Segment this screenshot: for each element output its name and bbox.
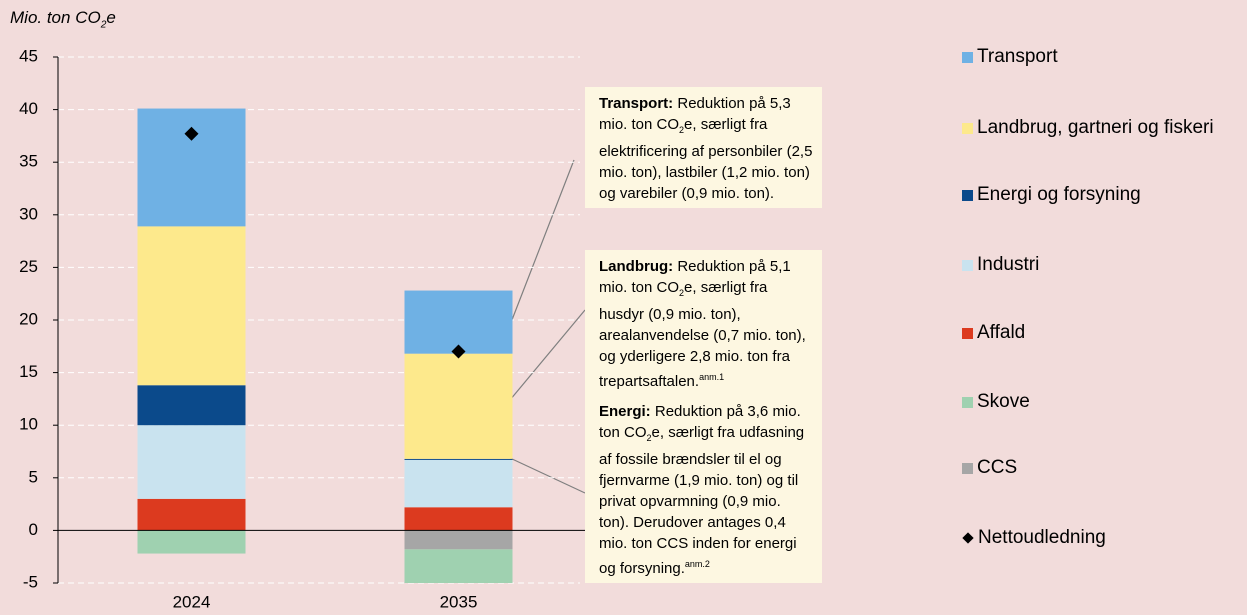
bar-segment [137,530,246,554]
y-tick-label: 20 [19,309,38,328]
legend-item: Landbrug, gartneri og fiskeri [962,116,1222,140]
y-tick-label: 15 [19,362,38,381]
legend-label: Nettoudledning [978,527,1106,548]
leader-line [509,457,586,494]
legend-item: Skove [962,390,1222,414]
subscript: 2 [646,433,652,443]
legend-label: CCS [977,457,1018,478]
y-tick-label: 45 [19,46,38,65]
subscript: 2 [100,19,107,31]
leader-line [509,159,575,326]
y-tick-label: 25 [19,257,38,276]
bar-segment [137,226,246,386]
legend-item: Nettoudledning [962,526,1222,550]
y-tick-label: 30 [19,204,38,223]
subscript: 2 [679,288,685,298]
superscript: anm.2 [684,559,710,569]
y-tick-label: 40 [19,99,38,118]
x-tick-label: 2035 [440,592,478,611]
legend-item: CCS [962,456,1222,480]
legend-label: Energi og forsyning [977,184,1141,205]
net-marker [451,344,466,359]
legend-item: Affald [962,321,1222,345]
bar-segment [404,290,513,354]
y-tick-label: 35 [19,152,38,171]
legend-swatch [962,190,973,201]
legend-swatch [962,52,973,63]
y-tick-label: 5 [29,467,38,486]
superscript: anm.1 [699,372,725,382]
annotation-title: Landbrug: [599,258,674,275]
annotation-box: Energi: Reduktion på 3,6 mio. ton CO2e, … [585,395,822,583]
legend-label: Industri [977,254,1040,275]
bar-segment [137,498,246,531]
text-run: e, særligt fra husdyr (0,9 mio. ton), ar… [599,279,806,390]
text-run: e, særligt fra elektrificering af person… [599,116,813,202]
annotation-box: Landbrug: Reduktion på 5,1 mio. ton CO2e… [585,250,822,396]
leader-line [509,309,586,401]
y-tick-label: 0 [29,520,38,539]
legend-label: Transport [977,46,1058,67]
y-tick-label: 10 [19,415,38,434]
legend-swatch [962,397,973,408]
text-run: e [106,8,116,27]
legend-label: Landbrug, gartneri og fiskeri [977,117,1214,138]
y-tick-label: -5 [23,572,38,591]
x-tick-label: 2024 [173,592,211,611]
annotation-title: Energi: [599,403,651,420]
y-axis-label: Mio. ton CO2e [10,8,116,30]
text-run: Reduktion på 3,6 mio. ton CO [599,403,801,441]
text-run: e, særligt fra udfasning af fossile bræn… [599,424,805,577]
bar-segment [404,549,513,583]
text-run: Reduktion på 5,1 mio. ton CO [599,258,791,296]
annotation-box: Transport: Reduktion på 5,3 mio. ton CO2… [585,87,822,208]
bar-segment [404,353,513,459]
legend-item: Energi og forsyning [962,183,1222,207]
bar-segment [404,530,513,550]
subscript: 2 [679,125,685,135]
bar-segment [404,459,513,508]
net-marker [184,126,199,141]
legend-label: Skove [977,391,1030,412]
bar-segment [404,458,513,460]
annotation-title: Transport: [599,95,674,112]
legend-item: Transport [962,45,1222,69]
legend-swatch [962,123,973,134]
legend-item: Industri [962,253,1222,277]
text-run: Reduktion på 5,3 mio. ton CO [599,95,791,133]
legend-swatch [962,260,973,271]
legend-label: Affald [977,322,1026,343]
bar-segment [137,108,246,227]
legend-swatch [962,463,973,474]
bar-segment [137,425,246,499]
bar-segment [137,385,246,426]
text-run: Mio. ton CO [10,8,101,27]
bar-segment [404,507,513,531]
legend-swatch [962,328,973,339]
legend-marker [962,532,974,544]
